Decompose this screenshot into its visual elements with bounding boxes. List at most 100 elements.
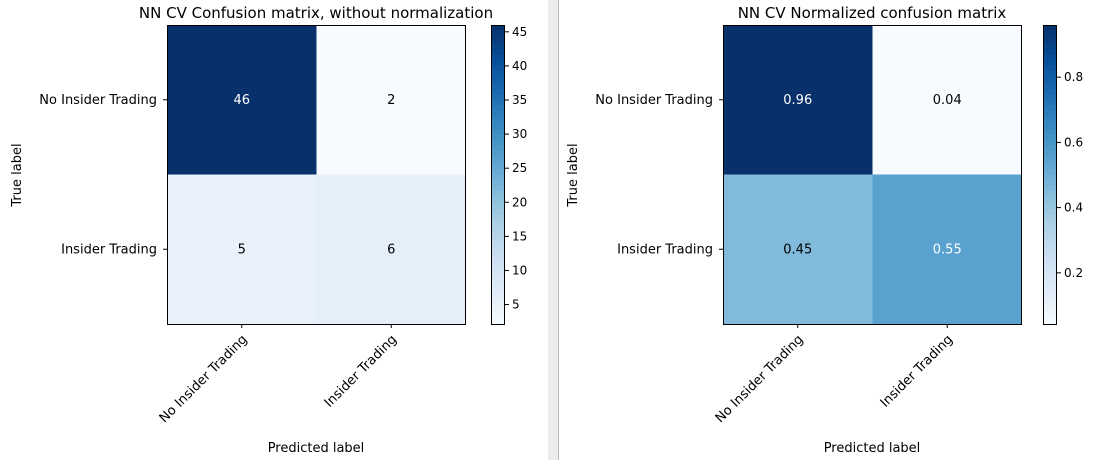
- colorbar-segment: [1043, 240, 1057, 246]
- colorbar-segment: [1043, 180, 1057, 186]
- colorbar-segment: [491, 65, 505, 71]
- cell-value-label: 0.96: [783, 93, 812, 108]
- colorbar: 5 10 15 20 25 30 35 40 45: [491, 25, 527, 326]
- colorbar-segment: [491, 215, 505, 221]
- colorbar-segment: [1043, 170, 1057, 176]
- matrix-cell: [872, 25, 1022, 175]
- chart-panel-raw: NN CV Confusion matrix, without normaliz…: [10, 4, 527, 456]
- panel-divider-shadow: [548, 0, 558, 460]
- colorbar-segment: [1043, 235, 1057, 241]
- colorbar-segment: [491, 140, 505, 146]
- colorbar-segment: [491, 310, 505, 316]
- colorbar-tick-label: 0.6: [1064, 135, 1083, 149]
- colorbar-segment: [491, 225, 505, 231]
- colorbar-segment: [491, 130, 505, 136]
- cell-value-label: 0.55: [933, 242, 962, 257]
- colorbar-segment: [1043, 295, 1057, 301]
- colorbar-segment: [1043, 305, 1057, 311]
- colorbar-segment: [491, 285, 505, 291]
- colorbar-segment: [1043, 285, 1057, 291]
- colorbar-segment: [1043, 100, 1057, 106]
- chart-title: NN CV Confusion matrix, without normaliz…: [139, 4, 493, 22]
- colorbar-segment: [491, 125, 505, 131]
- colorbar-segment: [491, 280, 505, 286]
- colorbar-segment: [491, 25, 505, 31]
- colorbar-segment: [491, 205, 505, 211]
- colorbar-segment: [491, 45, 505, 51]
- colorbar-tick-label: 15: [512, 229, 527, 243]
- colorbar-segment: [1043, 75, 1057, 81]
- colorbar-segment: [1043, 315, 1057, 321]
- colorbar-tick-label: 45: [512, 25, 527, 39]
- colorbar-segment: [491, 75, 505, 81]
- colorbar-segment: [491, 165, 505, 171]
- colorbar-segment: [491, 230, 505, 236]
- cell-value-label: 6: [387, 242, 395, 257]
- colorbar-segment: [491, 170, 505, 176]
- colorbar-tick-label: 0.8: [1064, 70, 1083, 84]
- colorbar-segment: [491, 95, 505, 101]
- colorbar-segment: [1043, 280, 1057, 286]
- colorbar-segment: [491, 185, 505, 191]
- colorbar-segment: [491, 295, 505, 301]
- colorbar-segment: [491, 155, 505, 161]
- colorbar-tick-label: 0.2: [1064, 266, 1083, 280]
- colorbar-segment: [1043, 245, 1057, 251]
- colorbar-segment: [491, 190, 505, 196]
- colorbar-tick-label: 35: [512, 93, 527, 107]
- colorbar-segment: [491, 250, 505, 256]
- colorbar-segment: [1043, 40, 1057, 46]
- x-axis-label: Predicted label: [824, 441, 921, 456]
- colorbar-segment: [491, 265, 505, 271]
- colorbar-frame: [1043, 25, 1057, 325]
- colorbar-segment: [491, 305, 505, 311]
- colorbar-segment: [491, 85, 505, 91]
- colorbar-segment: [491, 320, 505, 326]
- colorbar-segment: [1043, 125, 1057, 131]
- matrix-frame: [723, 25, 1022, 325]
- colorbar-segment: [491, 145, 505, 151]
- cell-value-label: 5: [238, 242, 246, 257]
- colorbar-segment: [1043, 70, 1057, 76]
- colorbar-segment: [491, 120, 505, 126]
- colorbar: 0.2 0.4 0.6 0.8: [1043, 25, 1083, 326]
- colorbar-segment: [1043, 110, 1057, 116]
- colorbar-segment: [1043, 115, 1057, 121]
- colorbar-segment: [1043, 65, 1057, 71]
- matrix-cell: [723, 25, 873, 175]
- colorbar-segment: [491, 210, 505, 216]
- colorbar-segment: [1043, 185, 1057, 191]
- matrix-cell: [723, 174, 873, 324]
- colorbar-segment: [491, 60, 505, 66]
- colorbar-segment: [1043, 145, 1057, 151]
- colorbar-segment: [1043, 260, 1057, 266]
- colorbar-segment: [1043, 120, 1057, 126]
- x-axis-label: Predicted label: [268, 441, 365, 456]
- y-tick-label: No Insider Trading: [39, 93, 157, 108]
- colorbar-segment: [1043, 215, 1057, 221]
- colorbar-tick-label: 20: [512, 195, 527, 209]
- x-tick-label: Insider Trading: [878, 332, 956, 410]
- matrix-cell: [316, 174, 466, 324]
- matrix-cell: [316, 25, 466, 175]
- colorbar-segment: [491, 245, 505, 251]
- colorbar-segment: [491, 50, 505, 56]
- colorbar-segment: [491, 290, 505, 296]
- colorbar-segment: [1043, 50, 1057, 56]
- colorbar-tick-label: 0.4: [1064, 201, 1083, 215]
- colorbar-tick-label: 10: [512, 263, 527, 277]
- cell-value-label: 0.04: [933, 93, 962, 108]
- colorbar-segment: [491, 220, 505, 226]
- colorbar-segment: [1043, 55, 1057, 61]
- colorbar-segment: [1043, 135, 1057, 141]
- colorbar-segment: [1043, 155, 1057, 161]
- colorbar-segment: [1043, 45, 1057, 51]
- colorbar-segment: [491, 180, 505, 186]
- colorbar-segment: [491, 300, 505, 306]
- colorbar-segment: [1043, 130, 1057, 136]
- y-tick-label: Insider Trading: [617, 242, 713, 257]
- colorbar-segment: [491, 240, 505, 246]
- colorbar-segment: [491, 195, 505, 201]
- colorbar-segment: [1043, 60, 1057, 66]
